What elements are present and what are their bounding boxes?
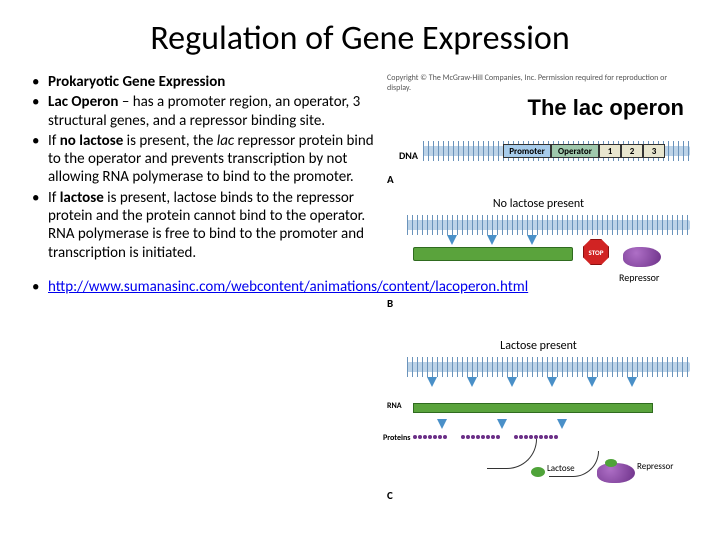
arrow-icon (447, 235, 457, 245)
panel-b-title: No lactose present (387, 197, 690, 211)
copyright-text: Copyright © The McGraw-Hill Companies, I… (387, 73, 690, 93)
lactose-molecule (531, 467, 545, 477)
repressor-label-b: Repressor (619, 271, 659, 284)
gene-3: 3 (643, 144, 665, 158)
arrow-icon (507, 377, 517, 387)
mrna-bar-c (413, 403, 653, 413)
bullet-4-bold: lactose (60, 189, 104, 207)
panel-b: No lactose present STOP Repressor B (387, 197, 690, 317)
bullet-2: Lac Operon – has a promoter region, an o… (30, 93, 377, 130)
panel-c-title: Lactose present (387, 339, 690, 353)
rna-label: RNA (387, 401, 402, 411)
diagram-title: The lac operon (387, 95, 684, 121)
slide-title: Regulation of Gene Expression (30, 18, 690, 59)
panel-a-label: A (387, 173, 394, 186)
curve-arrow-icon (549, 451, 599, 477)
gene-2: 2 (621, 144, 643, 158)
panel-a: DNA Promoter Operator 1 2 3 A (387, 127, 690, 181)
bullet-4: If lactose is present, lactose binds to … (30, 189, 377, 262)
dna-helix-b (407, 215, 690, 235)
gene-1: 1 (599, 144, 621, 158)
dna-label: DNA (399, 149, 418, 162)
promoter-region: Promoter (503, 144, 551, 158)
curve-arrow-icon (487, 439, 537, 469)
arrow-icon (527, 235, 537, 245)
mrna-bar-b (413, 247, 573, 261)
arrow-icon (437, 419, 447, 429)
panel-b-label: B (387, 297, 393, 310)
arrow-icon (547, 377, 557, 387)
bullet-link: http://www.sumanasinc.com/webcontent/ani… (30, 278, 377, 296)
proteins-label: Proteins (383, 433, 410, 443)
arrow-icon (557, 419, 567, 429)
stop-icon: STOP (583, 239, 609, 265)
lac-operon-diagram: Copyright © The McGraw-Hill Companies, I… (387, 73, 690, 539)
repressor-c (597, 463, 635, 483)
bullet-1-text: Prokaryotic Gene Expression (48, 73, 225, 91)
panel-c-label: C (387, 489, 393, 502)
repressor-b (623, 247, 661, 267)
panel-c: Lactose present RNA Proteins (387, 339, 690, 539)
arrow-icon (587, 377, 597, 387)
bullet-3-bold: no lactose (60, 132, 124, 150)
lactose-bound-icon (605, 459, 617, 467)
bullet-3: If no lactose is present, the lac repres… (30, 132, 377, 187)
bullet-list: Prokaryotic Gene Expression Lac Operon –… (30, 73, 377, 539)
arrow-icon (497, 419, 507, 429)
arrow-icon (427, 377, 437, 387)
arrow-icon (487, 235, 497, 245)
dna-helix-c (407, 357, 690, 377)
bullet-1: Prokaryotic Gene Expression (30, 73, 377, 91)
arrow-icon (627, 377, 637, 387)
arrow-icon (467, 377, 477, 387)
operator-region: Operator (551, 144, 599, 158)
bullet-2-bold: Lac Operon (48, 93, 118, 111)
repressor-label-c: Repressor (637, 461, 673, 472)
